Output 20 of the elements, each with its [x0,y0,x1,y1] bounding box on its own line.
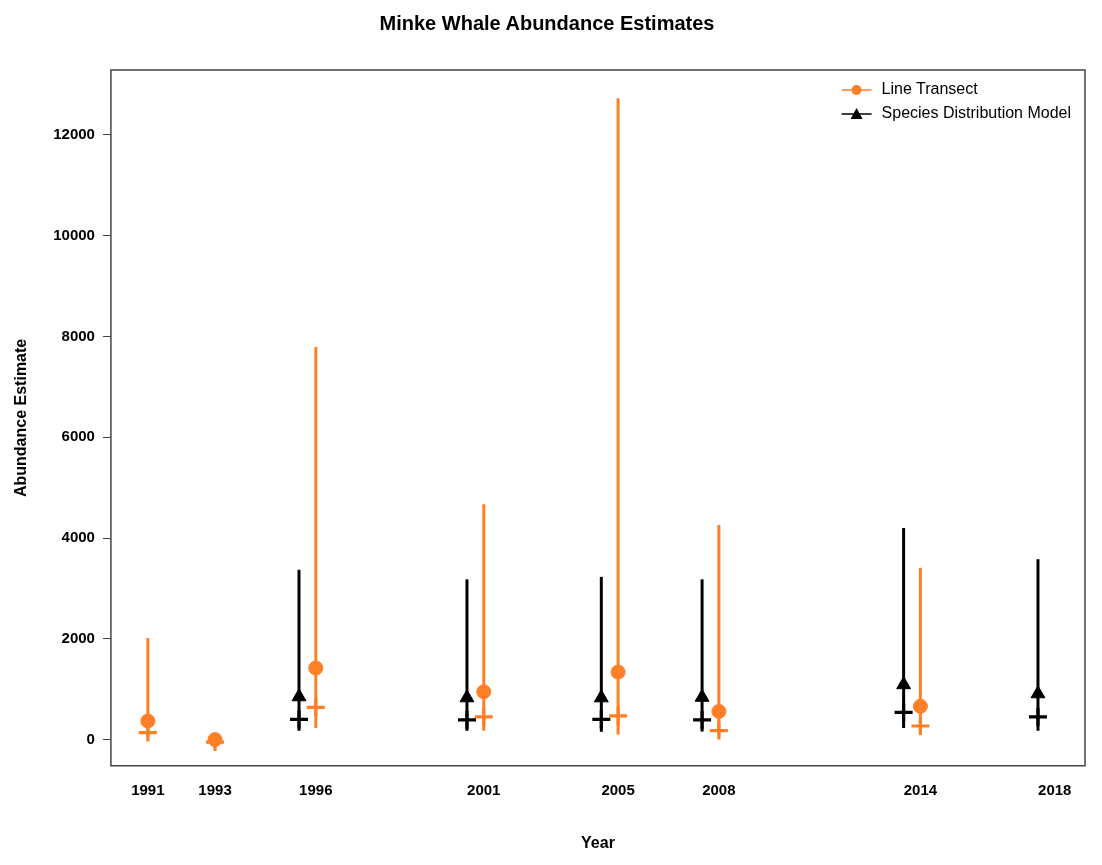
x-tick-label: 2001 [467,780,501,798]
x-tick-label: 1996 [299,780,333,798]
legend-label: Species Distribution Model [881,104,1071,122]
legend-label: Line Transect [881,80,979,98]
y-axis-title: Abundance Estimate [12,338,30,498]
x-tick-label: 2008 [702,780,736,798]
y-tick-label: 0 [86,729,95,747]
x-tick-label: 2018 [1038,780,1072,798]
x-tick-label: 1991 [131,780,165,798]
y-tick-label: 8000 [61,326,95,344]
y-tick-label: 12000 [53,125,95,143]
x-tick-label: 1993 [198,780,232,798]
y-tick-label: 10000 [53,225,95,243]
x-tick-label: 2005 [601,780,635,798]
y-tick-label: 6000 [61,427,95,445]
x-axis-title: Year [581,833,615,851]
y-tick-label: 2000 [61,628,95,646]
chart-title: Minke Whale Abundance Estimates [379,11,715,34]
x-tick-label: 2014 [903,780,938,798]
y-tick-label: 4000 [61,528,95,546]
